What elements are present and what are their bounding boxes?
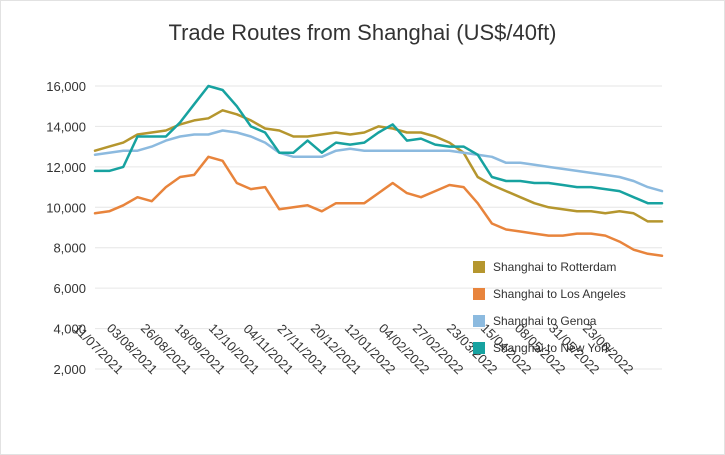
legend-label: Shanghai to Rotterdam bbox=[493, 260, 616, 274]
legend-swatch bbox=[473, 315, 485, 327]
series-line bbox=[93, 84, 664, 205]
y-tick-label: 6,000 bbox=[53, 281, 86, 296]
y-tick-label: 8,000 bbox=[53, 241, 86, 256]
legend-label: Shanghai to Genoa bbox=[493, 314, 597, 328]
y-tick-label: 10,000 bbox=[46, 200, 86, 215]
legend-label: Shanghai to New York bbox=[493, 341, 612, 355]
y-tick-label: 16,000 bbox=[46, 79, 86, 94]
y-tick-label: 14,000 bbox=[46, 119, 86, 134]
series-line bbox=[93, 109, 664, 223]
chart-title: Trade Routes from Shanghai (US$/40ft) bbox=[168, 20, 557, 45]
y-tick-label: 4,000 bbox=[53, 322, 86, 337]
legend-label: Shanghai to Los Angeles bbox=[493, 287, 626, 301]
y-tick-label: 12,000 bbox=[46, 160, 86, 175]
series-line bbox=[93, 155, 664, 258]
legend-swatch bbox=[473, 342, 485, 354]
legend-swatch bbox=[473, 261, 485, 273]
legend-swatch bbox=[473, 288, 485, 300]
series-line bbox=[93, 129, 664, 193]
y-tick-label: 2,000 bbox=[53, 362, 86, 377]
